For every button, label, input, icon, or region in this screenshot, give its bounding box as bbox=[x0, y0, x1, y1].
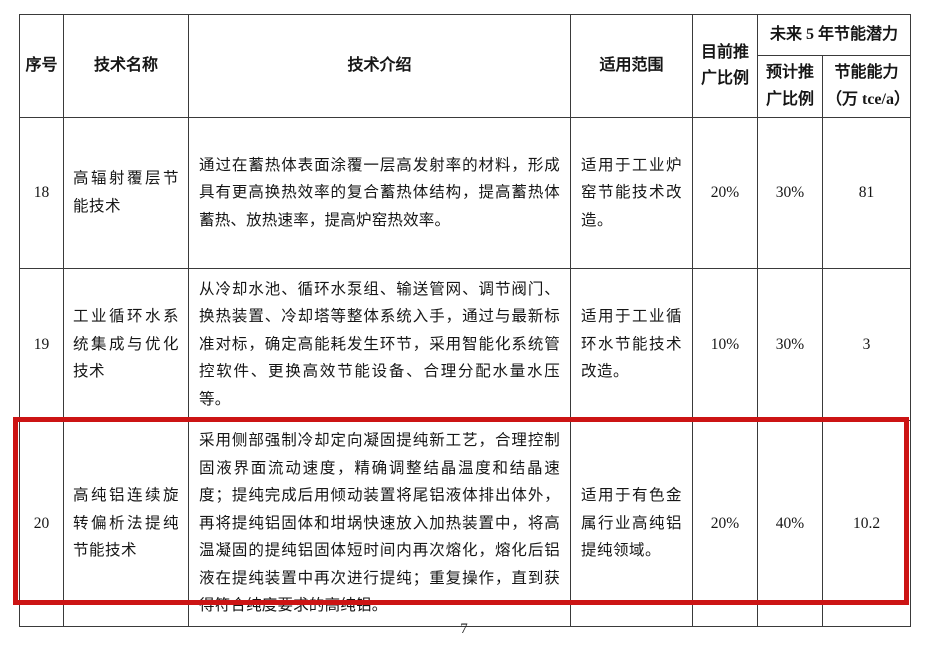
cell-tech-intro: 通过在蓄热体表面涂覆一层高发射率的材料，形成具有更高换热效率的复合蓄热体结构，提… bbox=[188, 117, 571, 269]
cell-expected-ratio: 30% bbox=[757, 117, 823, 269]
cell-expected-ratio: 40% bbox=[757, 419, 823, 628]
table-row: 18 高辐射覆层节能技术 通过在蓄热体表面涂覆一层高发射率的材料，形成具有更高换… bbox=[19, 117, 912, 269]
cell-serial: 18 bbox=[19, 117, 64, 269]
cell-saving-capacity: 81 bbox=[821, 117, 912, 269]
header-tech-name: 技术名称 bbox=[63, 14, 189, 118]
cell-saving-capacity: 3 bbox=[821, 268, 912, 421]
header-tech-intro: 技术介绍 bbox=[188, 14, 571, 118]
header-future-potential-group: 未来 5 年节能潜力 bbox=[756, 14, 912, 56]
header-serial: 序号 bbox=[19, 14, 64, 118]
table-header: 序号 技术名称 技术介绍 适用范围 目前推广比例 未来 5 年节能潜力 预计推广… bbox=[19, 14, 912, 118]
cell-expected-ratio: 30% bbox=[757, 268, 823, 421]
energy-tech-table: 序号 技术名称 技术介绍 适用范围 目前推广比例 未来 5 年节能潜力 预计推广… bbox=[19, 14, 912, 628]
cell-current-ratio: 20% bbox=[692, 419, 758, 628]
cell-serial: 19 bbox=[19, 268, 64, 421]
cell-tech-name: 工业循环水系统集成与优化技术 bbox=[63, 268, 189, 421]
cell-tech-intro: 从冷却水池、循环水泵组、输送管网、调节阀门、换热装置、冷却塔等整体系统入手，通过… bbox=[188, 268, 571, 421]
cell-tech-name: 高纯铝连续旋转偏析法提纯节能技术 bbox=[63, 419, 189, 628]
cell-scope: 适用于工业循环水节能技术改造。 bbox=[570, 268, 693, 421]
cell-current-ratio: 20% bbox=[692, 117, 758, 269]
cell-scope: 适用于工业炉窑节能技术改造。 bbox=[570, 117, 693, 269]
header-scope: 适用范围 bbox=[570, 14, 693, 118]
cell-scope: 适用于有色金属行业高纯铝提纯领域。 bbox=[570, 419, 693, 628]
header-saving-capacity: 节能能力（万 tce/a） bbox=[821, 55, 912, 118]
table-row-highlighted: 20 高纯铝连续旋转偏析法提纯节能技术 采用侧部强制冷却定向凝固提纯新工艺，合理… bbox=[19, 419, 912, 628]
cell-saving-capacity: 10.2 bbox=[821, 419, 912, 628]
cell-current-ratio: 10% bbox=[692, 268, 758, 421]
header-expected-ratio: 预计推广比例 bbox=[757, 55, 823, 118]
header-current-ratio: 目前推广比例 bbox=[692, 14, 758, 118]
cell-serial: 20 bbox=[19, 419, 64, 628]
cell-tech-intro: 采用侧部强制冷却定向凝固提纯新工艺，合理控制固液界面流动速度，精确调整结晶温度和… bbox=[188, 419, 571, 628]
cell-tech-name: 高辐射覆层节能技术 bbox=[63, 117, 189, 269]
page-number: 7 bbox=[460, 621, 468, 637]
table-row: 19 工业循环水系统集成与优化技术 从冷却水池、循环水泵组、输送管网、调节阀门、… bbox=[19, 268, 912, 421]
